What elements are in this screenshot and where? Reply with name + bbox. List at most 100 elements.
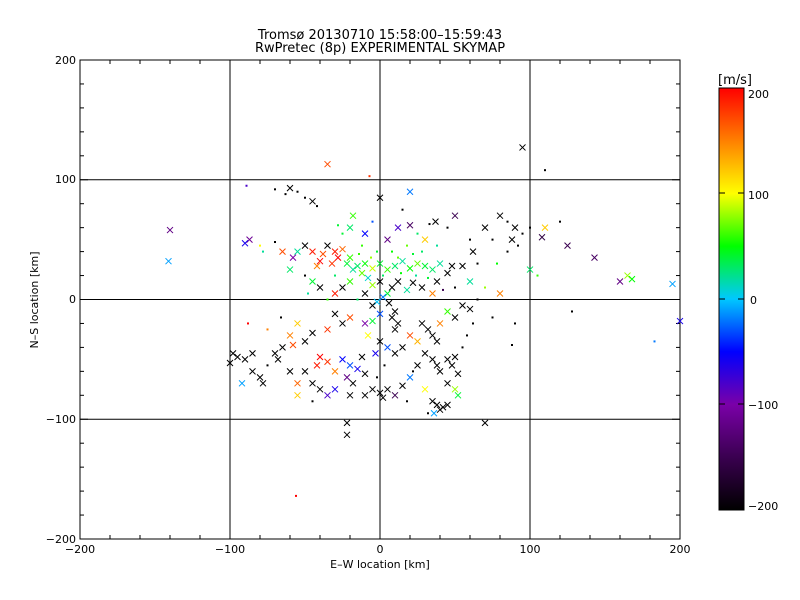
echo-point-x — [391, 350, 399, 357]
echo-point-x — [669, 280, 676, 288]
echo-point-x — [361, 320, 369, 327]
echo-point-x — [564, 242, 571, 249]
colorbar-ticks — [719, 87, 744, 511]
echo-point-x — [369, 265, 376, 272]
echo-point-dot — [466, 334, 468, 337]
echo-point-x — [373, 298, 381, 306]
echo-point-x — [349, 266, 357, 273]
echo-point-dot — [506, 220, 509, 223]
echo-point-x — [628, 275, 636, 283]
echo-point-x — [324, 160, 331, 168]
y-tick-label: −200 — [46, 533, 76, 546]
echo-point-x — [256, 373, 264, 381]
echo-point-x — [439, 403, 447, 411]
echo-point-x — [496, 290, 504, 297]
echo-point-x — [385, 299, 393, 307]
echo-point-x — [324, 242, 331, 249]
echo-point-dot — [259, 244, 261, 247]
echo-point-dot — [337, 224, 339, 227]
echo-point-x — [451, 314, 459, 321]
echo-point-x — [346, 314, 354, 321]
echo-point-dot — [376, 250, 378, 253]
colorbar-tick-label: 200 — [748, 88, 769, 101]
echo-point-x — [369, 385, 376, 393]
echo-point-x — [616, 278, 624, 285]
echo-point-dot — [428, 223, 431, 226]
echo-point-dot — [274, 188, 276, 191]
echo-point-x — [624, 272, 631, 279]
echo-point-x — [289, 341, 297, 349]
echo-point-x — [433, 362, 441, 369]
echo-point-dot — [472, 322, 474, 325]
echo-point-x — [376, 194, 384, 202]
echo-point-dot — [406, 400, 408, 403]
echo-point-dot — [307, 292, 309, 295]
echo-point-x — [376, 278, 384, 285]
echo-point-x — [358, 269, 366, 277]
echo-point-x — [372, 350, 379, 357]
echo-point-dot — [247, 322, 249, 325]
echo-point-x — [526, 266, 534, 273]
echo-point-x — [274, 356, 282, 363]
echo-point-x — [324, 358, 331, 366]
echo-point-dot — [544, 169, 546, 172]
x-axis-label: E–W location [km] — [330, 558, 430, 571]
echo-point-x — [324, 391, 331, 399]
echo-point-x — [241, 356, 249, 363]
echo-point-x — [379, 394, 387, 402]
colorbar-label: [m/s] — [718, 73, 752, 88]
echo-point-x — [429, 332, 436, 339]
echo-point-dot — [469, 238, 471, 241]
echo-point-x — [286, 367, 294, 375]
echo-point-x — [343, 431, 351, 439]
y-tick-label: 100 — [55, 173, 76, 186]
echo-point-x — [466, 278, 474, 285]
echo-point-x — [432, 218, 439, 226]
echo-point-dot — [311, 400, 314, 403]
y-axis-label: N–S location [km] — [28, 251, 41, 348]
echo-point-x — [343, 373, 351, 381]
echo-point-x — [294, 391, 301, 399]
echo-point-x — [444, 401, 451, 409]
echo-point-x — [394, 224, 402, 232]
echo-point-x — [444, 269, 451, 277]
echo-point-dot — [401, 208, 404, 211]
echo-point-x — [384, 385, 391, 393]
echo-point-x — [391, 391, 399, 399]
echo-point-dot — [517, 244, 519, 247]
echo-point-x — [339, 356, 346, 363]
echo-point-dot — [334, 274, 336, 277]
echo-point-dot — [491, 238, 494, 241]
echo-point-x — [403, 286, 411, 294]
echo-point-dot — [376, 376, 378, 379]
chart-title: Tromsø 20130710 15:58:00–15:59:43 — [257, 28, 502, 43]
echo-point-x — [316, 385, 324, 393]
echo-point-x — [414, 338, 421, 345]
echo-point-x — [279, 344, 286, 351]
echo-point-dot — [356, 298, 359, 301]
echo-point-x — [433, 338, 441, 345]
echo-point-x — [346, 278, 354, 285]
echo-point-x — [346, 362, 354, 369]
echo-point-x — [376, 389, 384, 397]
x-tick-label: 0 — [377, 543, 384, 556]
echo-point-dot — [400, 272, 402, 275]
echo-point-x — [301, 242, 309, 249]
echo-point-x — [234, 353, 241, 361]
echo-point-x — [286, 266, 294, 273]
echo-point-x — [316, 284, 324, 291]
echo-point-x — [391, 326, 399, 333]
echo-point-x — [511, 224, 519, 232]
echo-point-x — [343, 419, 351, 427]
echo-point-x — [418, 284, 426, 291]
echo-point-x — [436, 260, 444, 267]
echo-point-dot — [284, 193, 287, 196]
echo-point-x — [436, 367, 444, 375]
echo-point-x — [538, 233, 546, 241]
echo-point-x — [339, 320, 346, 327]
echo-point-dot — [245, 184, 248, 187]
echo-point-dot — [304, 274, 306, 277]
echo-point-x — [361, 290, 369, 297]
echo-point-x — [361, 230, 369, 237]
echo-point-dot — [421, 250, 423, 253]
